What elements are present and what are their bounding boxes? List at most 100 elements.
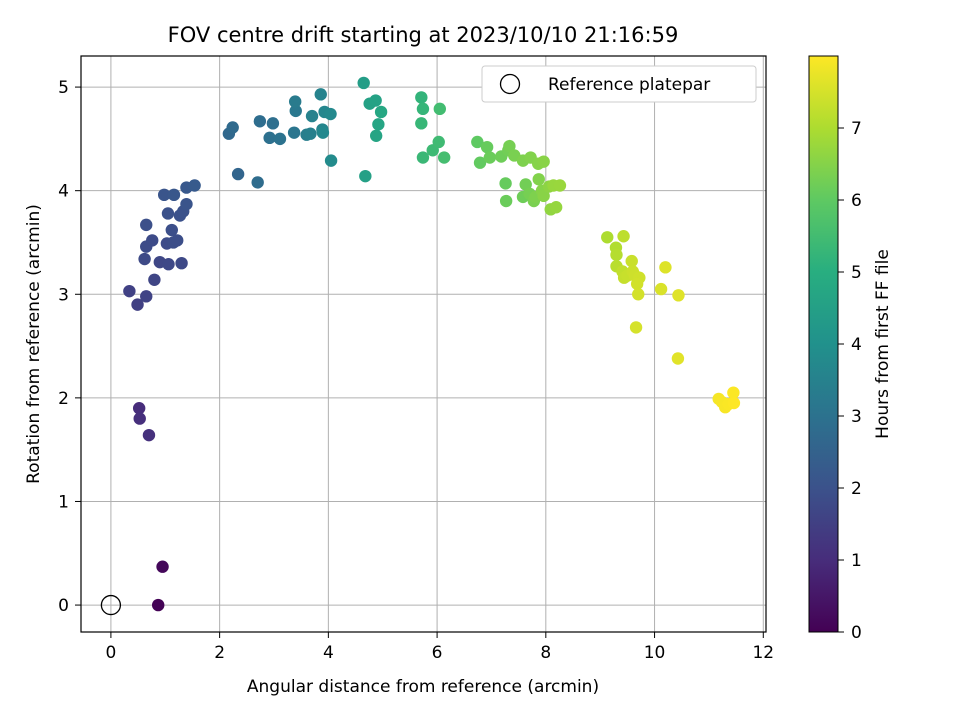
data-point (671, 352, 685, 365)
x-tick-label: 10 (644, 643, 666, 663)
data-point (370, 129, 383, 142)
data-point (180, 197, 193, 211)
y-tick-label: 0 (58, 596, 69, 616)
data-point (632, 288, 645, 301)
data-point (433, 102, 447, 116)
data-point (140, 290, 153, 303)
data-point (148, 273, 161, 286)
data-point (629, 321, 643, 334)
data-point (263, 131, 276, 145)
data-point (133, 412, 146, 425)
colorbar-tick-label: 5 (851, 263, 862, 283)
plot-frame (80, 55, 767, 633)
data-point (142, 428, 156, 442)
data-point (610, 248, 623, 262)
data-point (123, 284, 136, 298)
data-point (630, 277, 644, 291)
data-point (617, 230, 630, 243)
colorbar-tick-label: 1 (851, 551, 862, 571)
data-point (416, 151, 430, 164)
data-point (305, 109, 319, 123)
data-point (625, 254, 638, 268)
data-point (659, 261, 672, 274)
colorbar-tick-label: 0 (851, 623, 862, 643)
y-tick-label: 5 (58, 78, 69, 98)
data-point (553, 179, 567, 192)
data-point (266, 117, 280, 130)
data-point (287, 126, 301, 139)
data-point (167, 188, 181, 202)
data-point (253, 115, 267, 128)
x-tick-label: 6 (432, 643, 443, 663)
colorbar-tick-label: 6 (851, 191, 862, 211)
data-point (654, 282, 668, 296)
data-point (151, 598, 165, 612)
colorbar-tick-label: 4 (851, 335, 862, 355)
data-point (324, 154, 338, 167)
data-point (132, 402, 146, 415)
data-point (499, 194, 513, 208)
data-point (273, 132, 287, 146)
data-point (140, 218, 153, 232)
data-points (100, 76, 741, 616)
colorbar-tick-label: 7 (851, 119, 862, 139)
data-point (499, 177, 512, 190)
colorbar-tick-label: 2 (851, 479, 862, 499)
y-tick-label: 1 (58, 492, 69, 512)
x-tick-label: 4 (323, 643, 334, 663)
data-point (316, 126, 330, 139)
data-point (289, 104, 302, 118)
data-point (175, 256, 188, 270)
data-point (416, 102, 430, 116)
colorbar-label: Hours from first FF file (873, 249, 893, 439)
data-point (156, 560, 169, 573)
data-point (251, 176, 264, 189)
data-point (727, 396, 741, 410)
x-tick-label: 8 (540, 643, 551, 663)
y-tick-label: 2 (58, 389, 69, 409)
data-point (138, 252, 151, 266)
x-axis-label: Angular distance from reference (arcmin) (247, 677, 599, 697)
data-point (359, 169, 372, 183)
data-point (188, 179, 201, 192)
data-point (304, 127, 317, 140)
data-point (437, 151, 451, 164)
colorbar-tick-label: 3 (851, 407, 862, 427)
data-point (314, 88, 327, 101)
data-point (131, 298, 144, 311)
data-point (432, 135, 445, 149)
y-tick-label: 4 (58, 182, 69, 202)
data-point (473, 156, 487, 169)
data-point (415, 91, 428, 104)
data-point (374, 105, 388, 119)
data-point (171, 234, 184, 247)
colorbar-gradient (808, 55, 839, 633)
data-point (157, 188, 171, 202)
data-point (146, 234, 159, 247)
grid-lines (81, 56, 766, 632)
chart-title: FOV centre drift starting at 2023/10/10 … (168, 23, 679, 47)
data-point (369, 94, 382, 107)
data-point (532, 173, 545, 186)
data-point (226, 121, 239, 134)
reference-platepar-marker (100, 594, 122, 616)
y-tick-label: 3 (58, 285, 69, 305)
data-point (537, 189, 550, 203)
data-point (483, 151, 497, 164)
data-point (519, 178, 532, 191)
data-point (549, 201, 563, 214)
data-point (165, 223, 178, 237)
x-tick-label: 0 (105, 643, 116, 663)
legend-marker-reference (499, 73, 521, 95)
data-point (537, 155, 550, 168)
data-point (372, 118, 385, 131)
data-point (231, 167, 245, 181)
data-point (357, 76, 370, 90)
data-point (288, 95, 302, 108)
legend-box (481, 65, 757, 103)
data-point (415, 117, 428, 130)
x-tick-label: 12 (752, 643, 774, 663)
data-point (727, 386, 740, 399)
data-point (601, 231, 614, 244)
